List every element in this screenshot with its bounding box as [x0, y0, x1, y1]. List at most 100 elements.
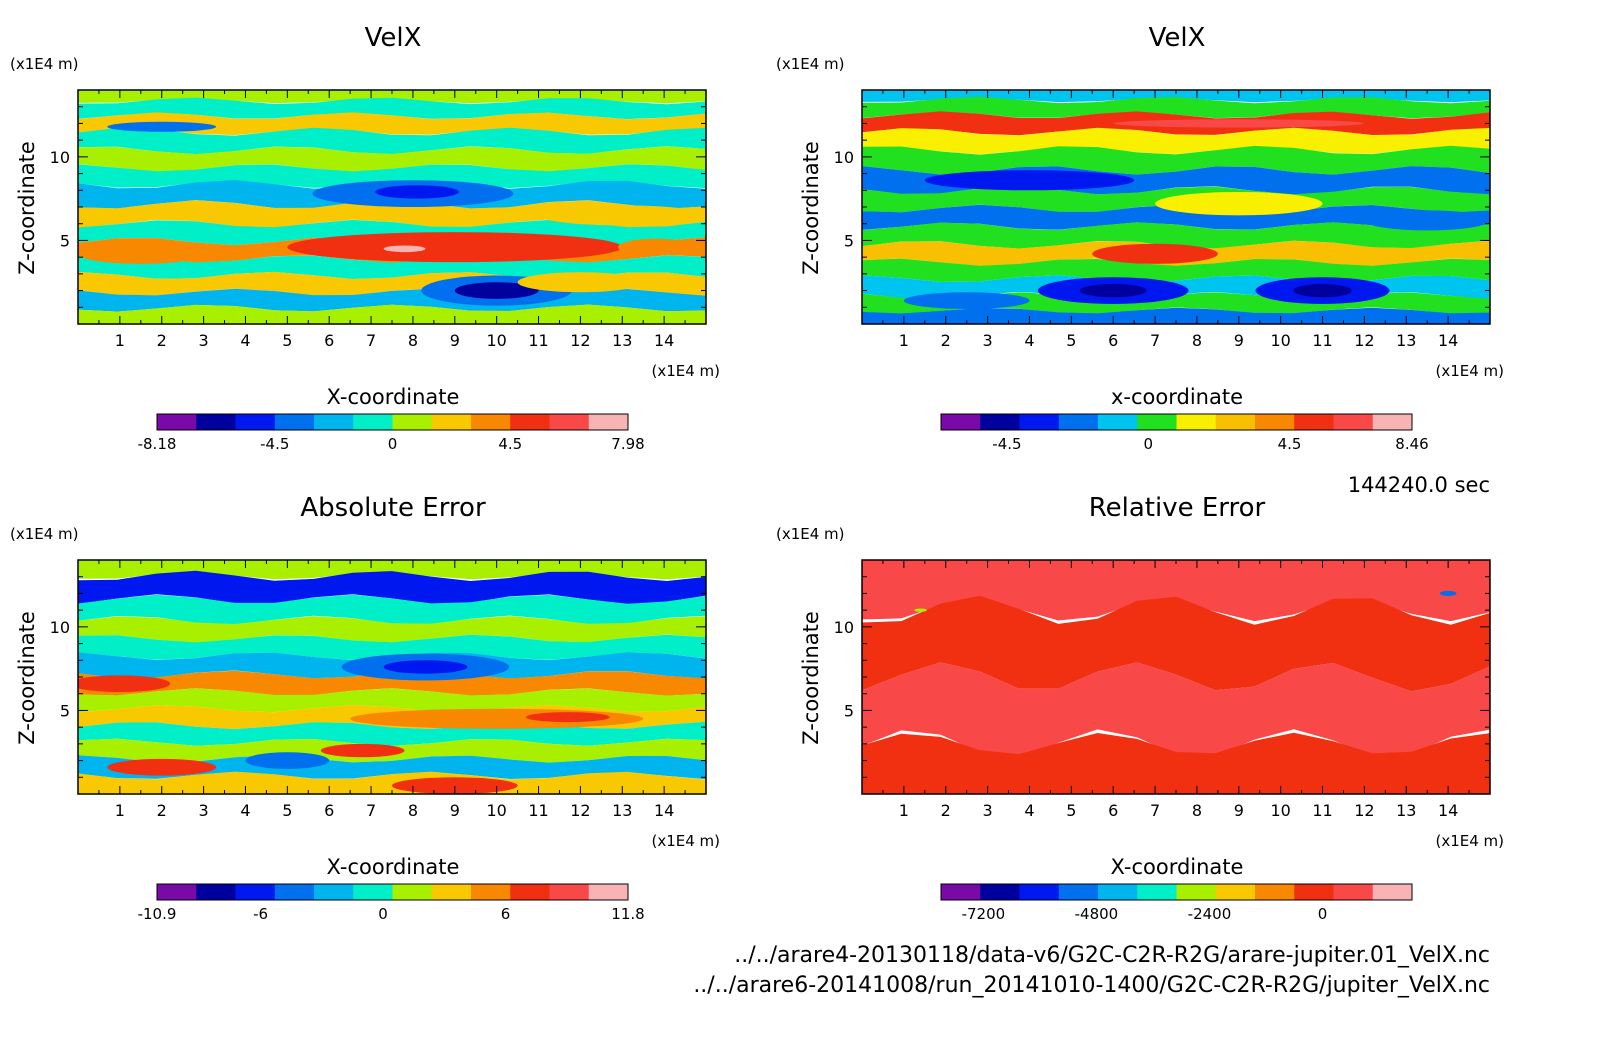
contour-band — [862, 222, 1490, 249]
x-tick-label: 7 — [1150, 801, 1160, 820]
x-axis-label: X-coordinate — [327, 855, 460, 879]
panel-title: VelX — [365, 23, 422, 53]
colorbar-label: 0 — [1143, 435, 1153, 453]
contour-region — [914, 608, 927, 612]
x-tick-label: 14 — [654, 801, 674, 820]
colorbar-frame — [156, 883, 629, 901]
x-tick-label: 1 — [115, 801, 125, 820]
x-tick-label: 10 — [1270, 331, 1290, 350]
colorbar-swatch — [431, 884, 472, 900]
colorbar-swatch — [1176, 884, 1217, 900]
x-tick-label: 8 — [1192, 331, 1202, 350]
contour-region — [618, 238, 694, 256]
colorbar-label: 11.8 — [611, 905, 644, 923]
x-tick-label: 11 — [1312, 801, 1332, 820]
colorbar-swatch — [196, 884, 236, 900]
colorbar-swatch — [1137, 884, 1177, 900]
x-tick-label: 10 — [486, 801, 506, 820]
colorbar: -8.18 -4.5 0 4.5 7.98 — [138, 413, 645, 453]
colorbar-swatch — [235, 884, 276, 900]
colorbar-swatch — [471, 884, 511, 900]
colorbar-swatch — [196, 414, 236, 430]
x-tick-label: 7 — [366, 331, 376, 350]
colorbar-label: 0 — [1318, 905, 1328, 923]
colorbar-frame — [940, 413, 1413, 431]
contour-band — [862, 96, 1490, 119]
colorbar: -10.9 -6 0 6 11.8 — [138, 883, 645, 923]
contour-band — [78, 90, 706, 104]
colorbar-label: -10.9 — [138, 905, 177, 923]
colorbar-swatch — [941, 884, 981, 900]
colorbar-swatch — [1333, 884, 1374, 900]
y-tick-label: 5 — [60, 231, 70, 250]
x-tick-label: 14 — [654, 331, 674, 350]
x-tick-label: 7 — [366, 801, 376, 820]
colorbar-label: -6 — [253, 905, 268, 923]
colorbar-swatch — [549, 884, 590, 900]
contour-band — [862, 258, 1490, 283]
y-tick-label: 5 — [844, 231, 854, 250]
x-tick-label: 6 — [1108, 331, 1118, 350]
y-unit-label: (x1E4 m) — [776, 525, 845, 543]
x-tick-label: 12 — [1354, 801, 1374, 820]
colorbar-swatch — [1058, 414, 1099, 430]
panel-title: Relative Error — [1089, 493, 1266, 523]
x-tick-label: 9 — [450, 331, 460, 350]
colorbar-swatch — [1098, 884, 1138, 900]
colorbar-swatch — [274, 884, 315, 900]
contour-region — [287, 232, 623, 263]
x-tick-label: 8 — [1192, 801, 1202, 820]
contour-band — [862, 732, 1490, 794]
y-tick-label: 10 — [50, 148, 70, 167]
contour-band — [78, 560, 706, 580]
x-axis-label: x-coordinate — [1111, 385, 1243, 409]
colorbar-swatch — [314, 884, 354, 900]
x-tick-label: 5 — [282, 801, 292, 820]
contour-band — [862, 560, 1490, 622]
contour-band — [78, 127, 706, 155]
colorbar-label: -2400 — [1188, 905, 1232, 923]
contour-band — [862, 595, 1490, 692]
x-tick-label: 6 — [324, 801, 334, 820]
contour-band — [78, 200, 706, 228]
contour-region — [1155, 191, 1323, 216]
x-tick-label: 9 — [1234, 801, 1244, 820]
source-file-1: ../../arare4-20130118/data-v6/G2C-C2R-R2… — [734, 943, 1490, 968]
x-unit-label: (x1E4 m) — [651, 362, 720, 380]
y-tick-label: 10 — [834, 618, 854, 637]
contour-region — [245, 752, 330, 769]
y-unit-label: (x1E4 m) — [10, 525, 79, 543]
y-axis-label: Z-coordinate — [15, 141, 39, 275]
contour-band — [78, 255, 706, 280]
y-unit-label: (x1E4 m) — [10, 55, 79, 73]
x-tick-label: 11 — [528, 331, 548, 350]
colorbar-label: 4.5 — [498, 435, 522, 453]
y-tick-label: 10 — [834, 148, 854, 167]
colorbar-swatch — [1098, 414, 1138, 430]
colorbar-label: -8.18 — [138, 435, 177, 453]
x-tick-label: 13 — [612, 801, 632, 820]
contour-region — [538, 205, 706, 226]
x-tick-label: 8 — [408, 331, 418, 350]
x-tick-label: 1 — [899, 801, 909, 820]
y-tick-label: 5 — [844, 701, 854, 720]
x-tick-label: 2 — [157, 801, 167, 820]
x-axis-label: X-coordinate — [327, 385, 460, 409]
contour-band — [78, 616, 706, 643]
colorbar-swatch — [1019, 414, 1060, 430]
contour-band — [78, 634, 706, 660]
contour-band — [78, 112, 706, 136]
colorbar-frame — [156, 413, 629, 431]
contour-region — [1079, 283, 1147, 298]
x-tick-label: 3 — [983, 801, 993, 820]
colorbar-label: 6 — [501, 905, 511, 923]
colorbar-label: -7200 — [962, 905, 1006, 923]
x-tick-label: 12 — [570, 331, 590, 350]
contour-region — [1364, 210, 1490, 231]
colorbar-swatch — [392, 414, 433, 430]
contour-region — [383, 660, 468, 674]
contour-band — [78, 755, 706, 780]
